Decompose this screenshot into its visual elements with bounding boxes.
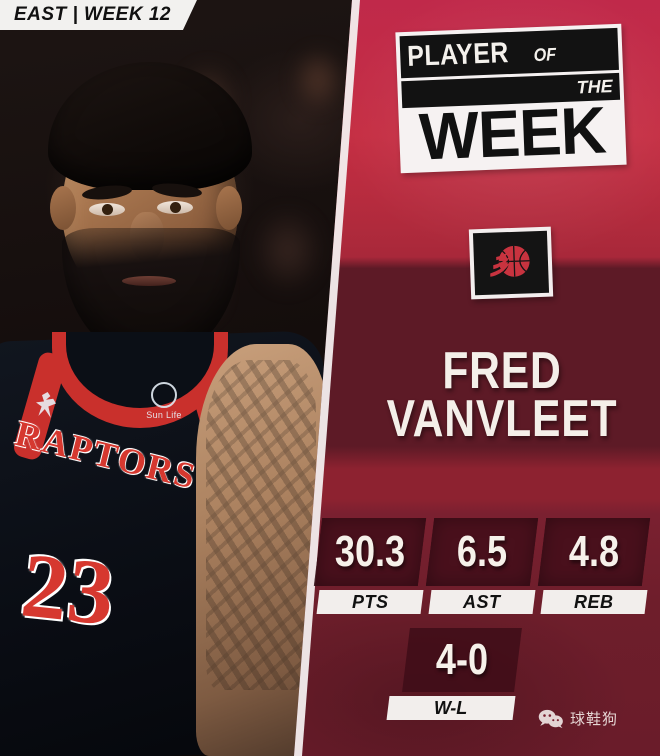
jersey-number: 23	[16, 533, 120, 645]
player-last-name: VANVLEET	[386, 389, 618, 448]
stat-label-bar-pts: PTS	[316, 590, 424, 614]
stat-label-bar-ast: AST	[428, 590, 536, 614]
stat-label-pts: PTS	[351, 591, 389, 612]
player-eye-left	[89, 203, 125, 216]
raptors-claw-ball-icon	[490, 245, 530, 277]
player-ear-right	[216, 186, 242, 230]
stat-value-ast: 6.5	[456, 527, 508, 576]
record-label: W-L	[434, 697, 468, 718]
conference-week-banner: EAST | WEEK 12	[0, 0, 197, 30]
watermark-text: 球鞋狗	[570, 711, 619, 728]
banner-label: EAST | WEEK 12	[14, 4, 171, 25]
player-ear-left	[50, 186, 76, 230]
watermark: 球鞋狗	[538, 708, 618, 729]
player-arm-tattoo	[206, 360, 316, 690]
stat-label-reb: REB	[574, 591, 614, 612]
record-label-bar: W-L	[386, 696, 516, 720]
sunlife-mark-icon	[151, 382, 177, 408]
stat-value-reb: 4.8	[568, 527, 620, 576]
lockup-white-card: PLAYER OF THE WEEK	[395, 23, 627, 174]
wechat-icon	[538, 709, 563, 728]
player-of-the-week-lockup: PLAYER OF THE WEEK	[395, 23, 627, 174]
jersey-sponsor-patch: Sun Life	[138, 382, 190, 422]
lockup-week-text: WEEK	[417, 92, 607, 174]
stat-label-ast: AST	[463, 591, 501, 612]
lockup-of-text: OF	[533, 44, 557, 66]
player-mouth	[122, 276, 176, 286]
lockup-player-text: PLAYER	[406, 37, 510, 73]
stat-value-pts: 30.3	[334, 527, 406, 576]
lockup-row-player-of: PLAYER OF	[399, 27, 619, 79]
player-name-block: FRED VANVLEET	[356, 342, 648, 448]
player-first-name: FRED	[442, 342, 562, 400]
team-logo-tile	[468, 226, 554, 300]
player-eye-right	[157, 201, 193, 214]
team-logo-inner	[472, 230, 550, 296]
stats-row: 30.3 PTS 6.5 AST 4.8 REB	[312, 518, 652, 614]
jersey-sponsor-text: Sun Life	[146, 410, 182, 420]
record-value: 4-0	[435, 635, 489, 684]
stat-label-bar-reb: REB	[540, 590, 648, 614]
